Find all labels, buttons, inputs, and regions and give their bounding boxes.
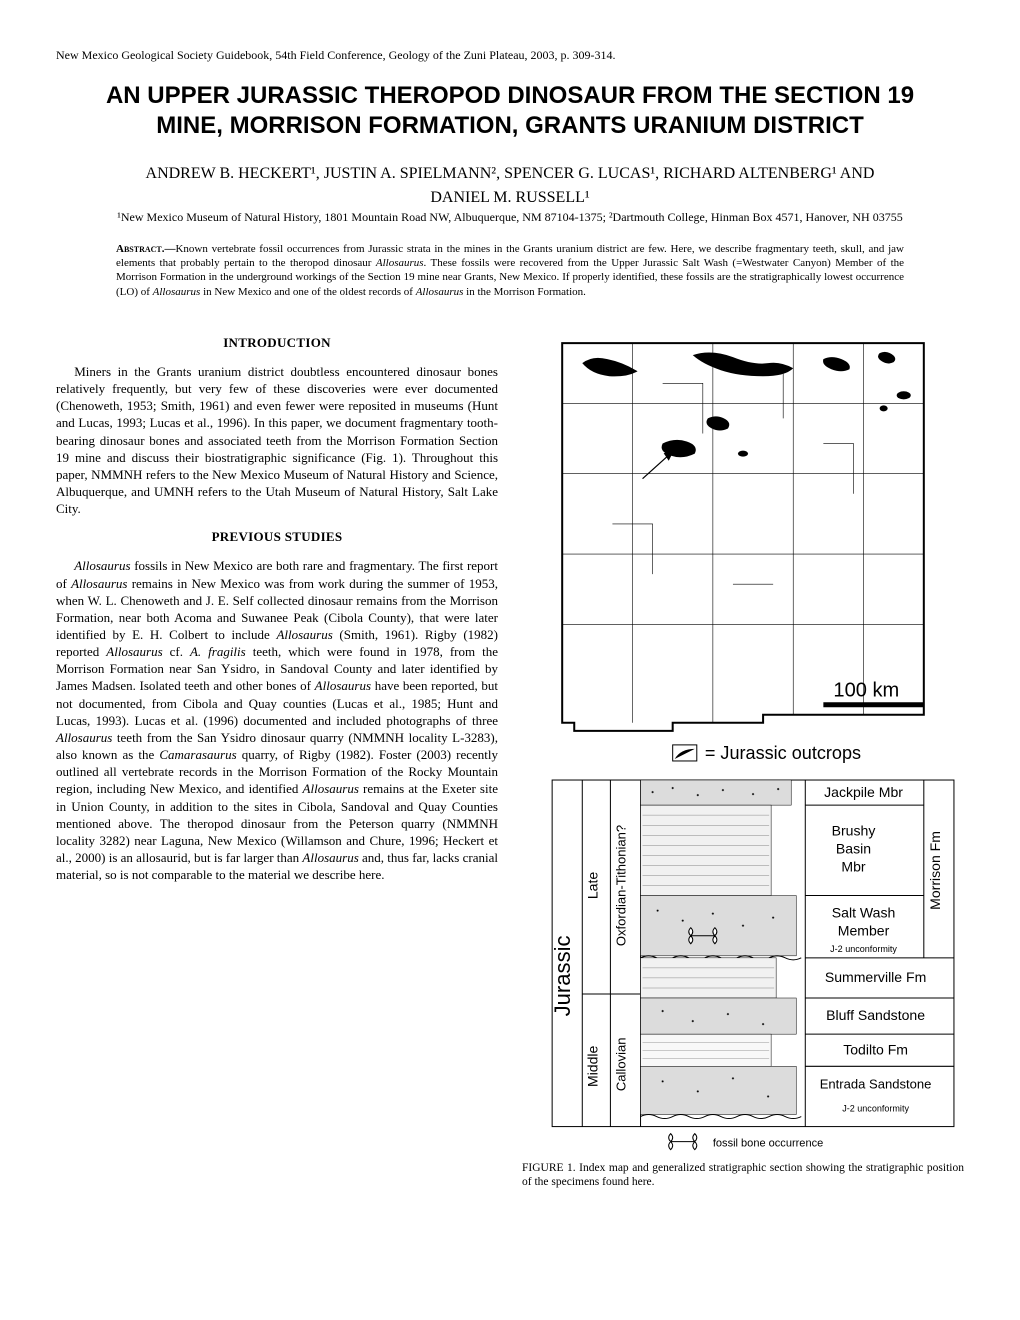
svg-text:Basin: Basin <box>836 840 871 856</box>
index-map: 100 km = Jurassic outcrops <box>522 323 964 775</box>
unit-bluff: Bluff Sandstone <box>826 1007 925 1023</box>
svg-text:Salt Wash: Salt Wash <box>832 905 896 921</box>
header-citation: New Mexico Geological Society Guidebook,… <box>56 48 964 63</box>
morrison-fm-label: Morrison Fm <box>927 831 943 910</box>
figure-1: 100 km = Jurassic outcrops Jurassic Late… <box>522 323 964 1190</box>
unconformity-lower: J-2 unconformity <box>842 1104 909 1114</box>
abstract: Abstract.—Known vertebrate fossil occurr… <box>116 242 904 299</box>
authors-line-2: DANIEL M. RUSSELL¹ <box>56 187 964 209</box>
period-late: Late <box>584 872 600 900</box>
affiliations: ¹New Mexico Museum of Natural History, 1… <box>56 210 964 226</box>
section-heading-introduction: INTRODUCTION <box>56 335 498 351</box>
introduction-paragraph: Miners in the Grants uranium district do… <box>56 363 498 517</box>
unit-entrada: Entrada Sandstone <box>820 1076 932 1091</box>
abstract-text: Known vertebrate fossil occurrences from… <box>116 243 904 298</box>
svg-text:Brushy: Brushy <box>832 822 876 838</box>
legend-label: = Jurassic outcrops <box>705 743 861 763</box>
right-column: 100 km = Jurassic outcrops Jurassic Late… <box>522 323 964 1190</box>
section-heading-previous: PREVIOUS STUDIES <box>56 529 498 545</box>
left-column: INTRODUCTION Miners in the Grants uraniu… <box>56 323 498 887</box>
age-oxfordian: Oxfordian-Tithonian? <box>613 825 628 946</box>
paper-title: AN UPPER JURASSIC THEROPOD DINOSAUR FROM… <box>76 81 944 141</box>
unit-todilto: Todilto Fm <box>843 1041 908 1057</box>
fossil-legend: fossil bone occurrence <box>713 1138 823 1150</box>
scalebar-label: 100 km <box>833 680 899 702</box>
svg-text:Member: Member <box>838 923 890 939</box>
unit-summerville: Summerville Fm <box>825 969 926 985</box>
stratigraphic-column: Jurassic Late Middle Oxfordian-Tithonian… <box>522 775 964 1157</box>
axis-jurassic: Jurassic <box>550 935 575 1016</box>
age-callovian: Callovian <box>613 1037 628 1091</box>
unit-jackpile: Jackpile Mbr <box>824 784 903 800</box>
unconformity-upper: J-2 unconformity <box>830 944 897 954</box>
previous-studies-paragraph: Allosaurus fossils in New Mexico are bot… <box>56 557 498 883</box>
authors-line-1: ANDREW B. HECKERT¹, JUSTIN A. SPIELMANN²… <box>56 163 964 185</box>
svg-text:Mbr: Mbr <box>841 858 866 874</box>
period-middle: Middle <box>584 1045 600 1087</box>
abstract-label: Abstract.— <box>116 243 175 255</box>
two-column-layout: INTRODUCTION Miners in the Grants uraniu… <box>56 323 964 1190</box>
figure-1-caption: FIGURE 1. Index map and generalized stra… <box>522 1161 964 1190</box>
